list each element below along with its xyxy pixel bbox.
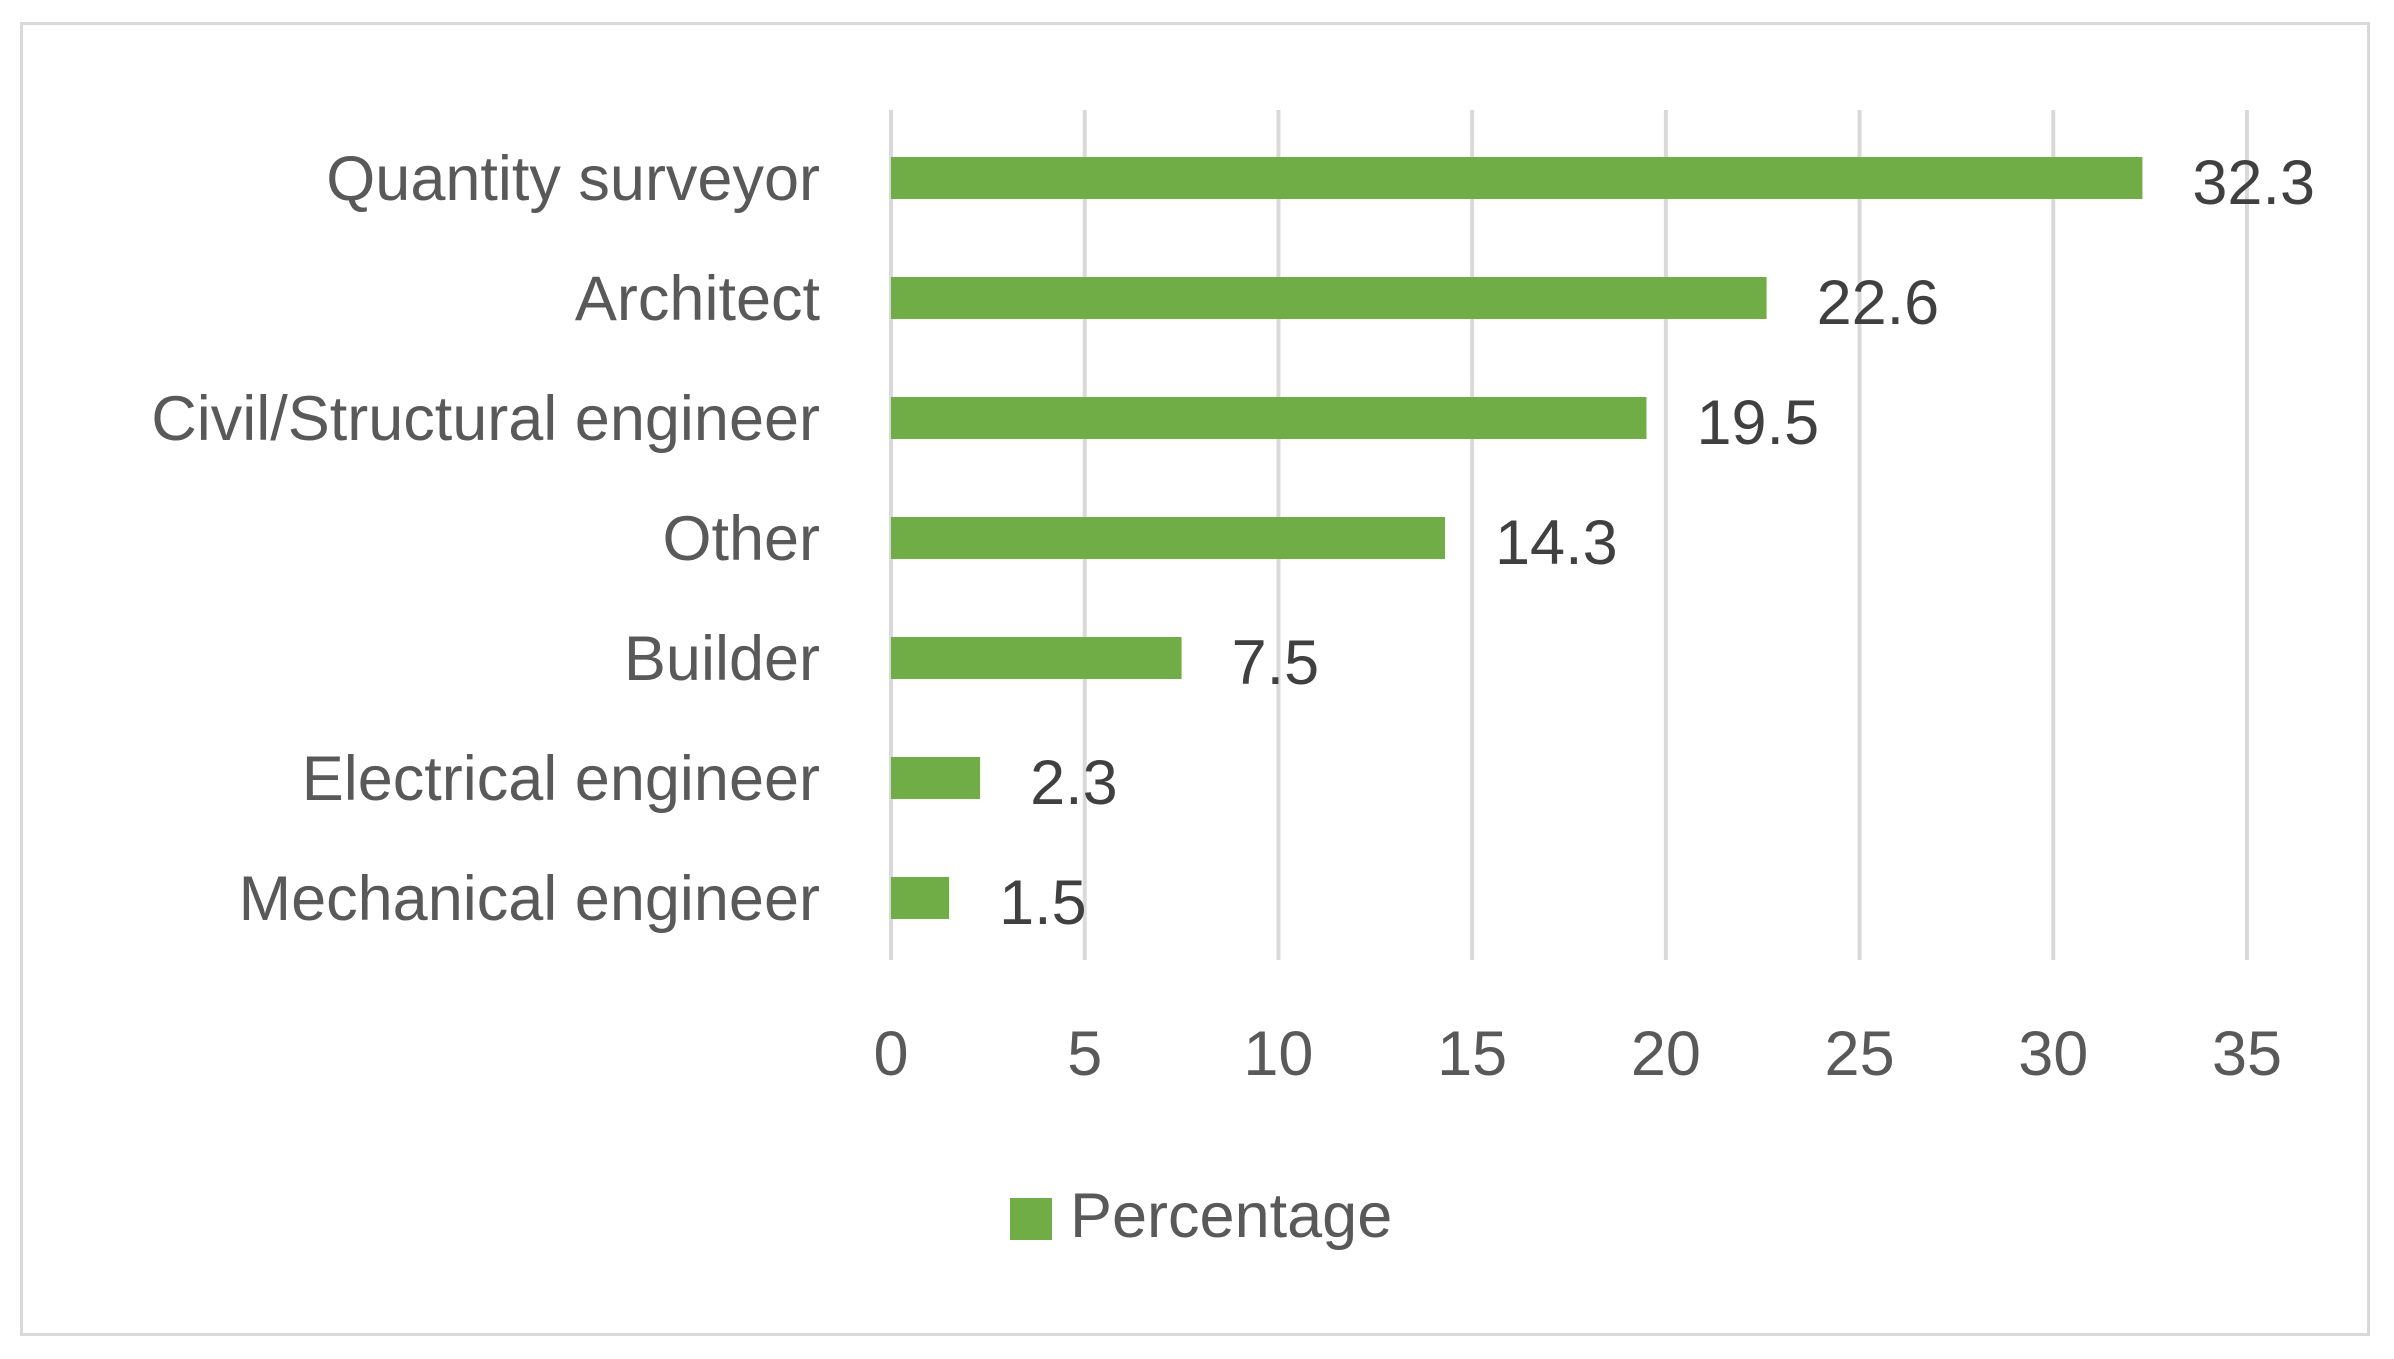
category-label-other: Other [662, 504, 820, 574]
legend-label-percentage: Percentage [1070, 1181, 1392, 1251]
bar-quantity-surveyor [891, 157, 2143, 199]
bars [891, 157, 2143, 919]
category-label-civil-structural-engineer: Civil/Structural engineer [151, 384, 820, 454]
value-label-other: 14.3 [1495, 508, 1618, 578]
value-label-civil-structural-engineer: 19.5 [1696, 388, 1819, 458]
category-label-quantity-surveyor: Quantity surveyor [326, 144, 820, 214]
bar-other [891, 517, 1446, 559]
bar-civil-structural-engineer [891, 397, 1647, 439]
x-tick-label-15: 15 [1437, 1019, 1507, 1089]
chart-frame [20, 22, 2370, 1336]
x-tick-label-0: 0 [873, 1019, 908, 1089]
value-label-mechanical-engineer: 1.5 [999, 868, 1087, 938]
value-label-builder: 7.5 [1232, 628, 1320, 698]
x-tick-label-25: 25 [1825, 1019, 1895, 1089]
category-labels: Quantity surveyor Architect Civil/Structur… [151, 144, 820, 934]
category-label-mechanical-engineer: Mechanical engineer [239, 864, 820, 934]
value-label-electrical-engineer: 2.3 [1030, 748, 1118, 818]
category-label-builder: Builder [624, 624, 820, 694]
legend-swatch [1010, 1198, 1052, 1240]
category-label-electrical-engineer: Electrical engineer [302, 744, 820, 814]
category-label-architect: Architect [575, 264, 821, 334]
value-labels: 32.3 22.6 19.5 14.3 7.5 2.3 1.5 [999, 148, 2315, 938]
x-axis-tick-labels: 0 5 10 15 20 25 30 35 [873, 1019, 2282, 1089]
bar-builder [891, 637, 1182, 679]
x-tick-label-20: 20 [1631, 1019, 1701, 1089]
bar-electrical-engineer [891, 757, 981, 799]
x-tick-label-35: 35 [2212, 1019, 2282, 1089]
bar-architect [891, 277, 1767, 319]
value-label-quantity-surveyor: 32.3 [2192, 148, 2315, 218]
bar-mechanical-engineer [891, 877, 950, 919]
x-tick-label-10: 10 [1243, 1019, 1313, 1089]
legend: Percentage [1010, 1181, 1392, 1251]
x-tick-label-30: 30 [2018, 1019, 2088, 1089]
gridlines [889, 110, 2249, 960]
value-label-architect: 22.6 [1817, 268, 1940, 338]
x-tick-label-5: 5 [1067, 1019, 1102, 1089]
